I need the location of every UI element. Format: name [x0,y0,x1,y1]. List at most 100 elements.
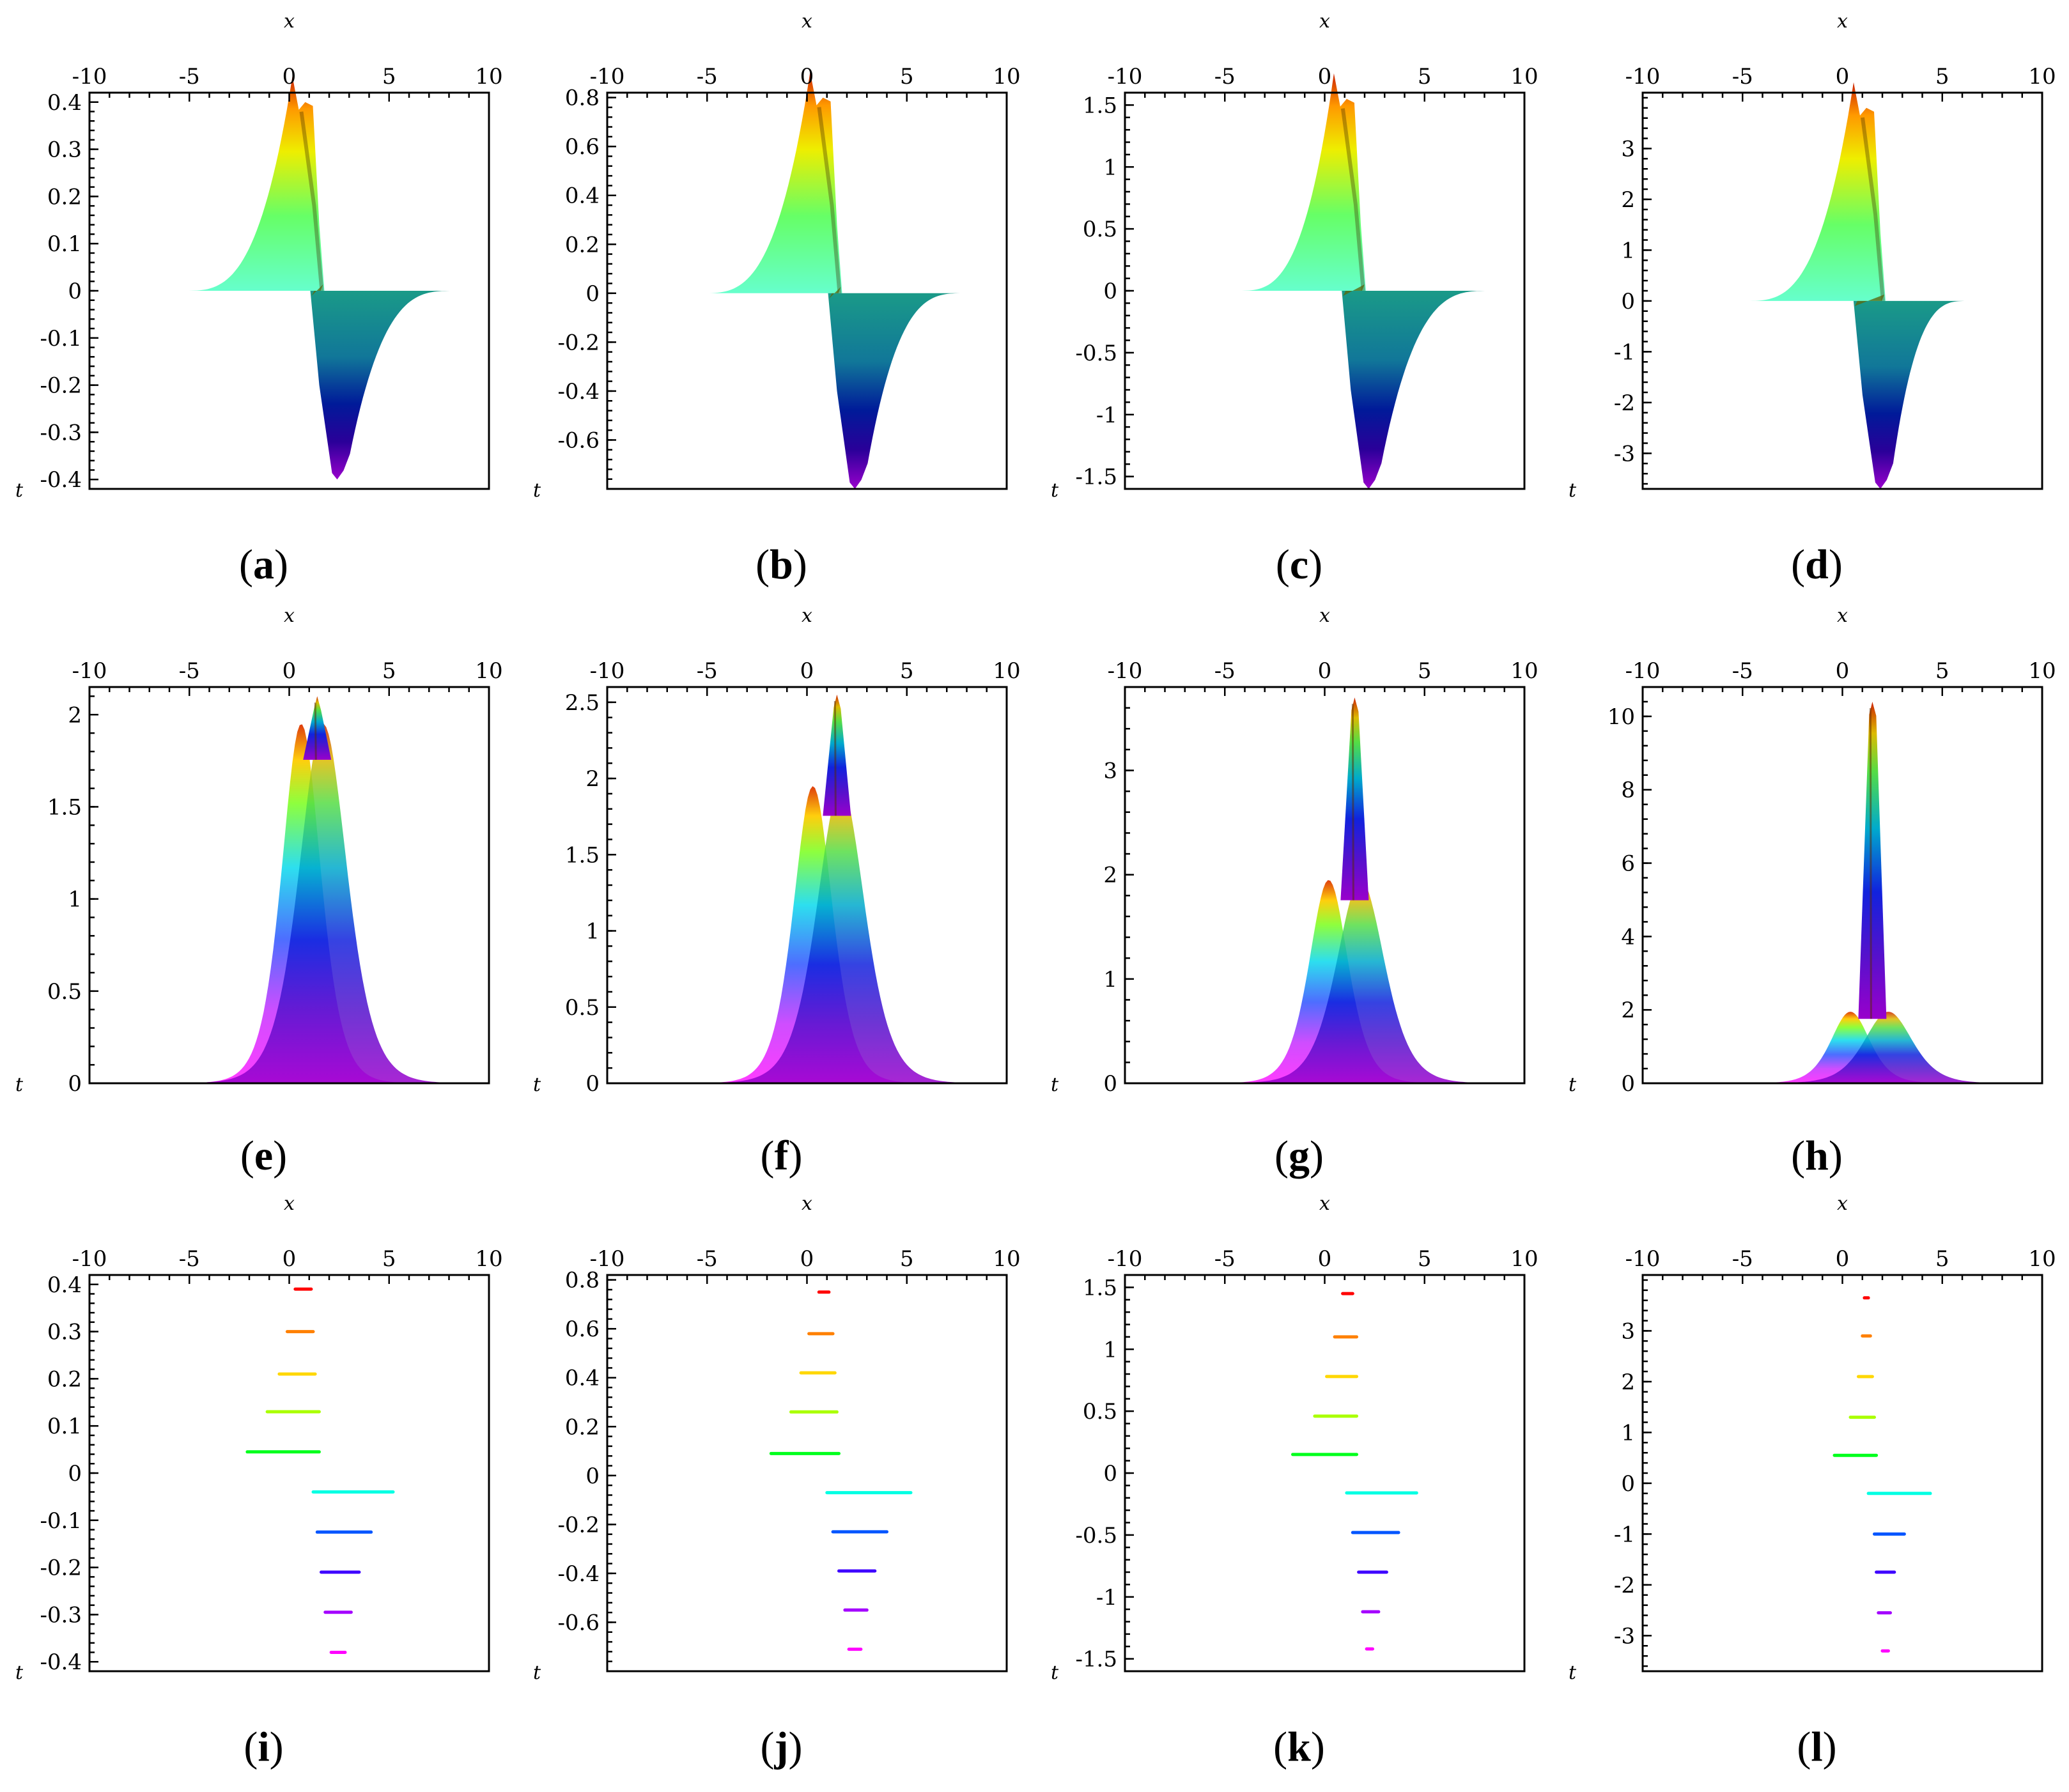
panel-g: -10 -5 0 5 10 x 0 1 2 3 t (g) [1051,605,1538,1179]
panel-g-caption: (g) [1275,1132,1324,1179]
panel-d-xtick-label: -10 [1625,64,1661,89]
panel-h-spike-edge [1869,707,1872,1019]
panel-h-surface [1762,701,1983,1083]
panel-d-ytick-label: 3 [1621,136,1635,162]
panel-a-xlabel: x [284,10,295,33]
panel-c-ytick-label: -0.5 [1075,341,1117,366]
panel-e-ylabel: t [15,1074,24,1096]
panel-h-xtick-label: 5 [1935,658,1949,684]
panel-i-ylabel: t [15,1662,24,1684]
panel-c-ytick-label: 1 [1103,155,1117,180]
panel-d-caption: (d) [1791,541,1843,588]
panel-a-ytick-label: -0.2 [40,373,82,399]
panel-f-ytick-label: 0.5 [565,995,600,1021]
panel-b-upper-wave [701,72,842,293]
panel-l-ytick-label: 0 [1621,1471,1635,1497]
panel-a-xtick-label: 5 [382,64,396,89]
panel-g-ytick-label: 3 [1103,759,1117,784]
panel-g-ytick-label: 0 [1103,1071,1117,1097]
panel-h-xtick-label: -10 [1625,658,1661,684]
panel-a-xtick-label: -10 [72,64,107,89]
panel-i-ytick-label: 0.3 [47,1320,82,1345]
panel-e-spike-edge [314,702,317,760]
panel-c-xtick-label: 0 [1318,64,1332,89]
panel-f-xlabel: x [802,605,812,627]
panel-f-ytick-label: 2 [585,766,600,792]
panel-g-spike [1340,697,1369,900]
panel-d-xlabel: x [1837,10,1848,33]
panel-e: -10 -5 0 5 10 x 0 0.5 1 1.5 2 t (e) [15,605,503,1179]
panel-j-ytick-label: 0 [585,1464,600,1489]
panel-d-ytick-label: -3 [1614,441,1635,467]
panel-j-xtick-label: 5 [900,1246,914,1272]
panel-h-caption: (h) [1791,1132,1843,1179]
panel-a-ytick-label: -0.1 [40,326,82,351]
panel-e-xtick-label: -5 [179,658,200,684]
panel-a-ytick-label: 0.2 [47,184,82,210]
panel-l-ytick-label: 2 [1621,1370,1635,1395]
panel-d-xtick-label: -5 [1732,64,1753,89]
panel-i-ytick-label: 0 [68,1461,82,1487]
panel-b-ytick-label: -0.2 [557,330,600,355]
panel-f-right-hump [687,786,977,1083]
panel-f-surface [687,694,977,1083]
panel-b-ylabel: t [533,479,541,502]
panel-c-junction [1343,284,1365,296]
panel-e-spike [303,696,332,760]
panel-c-lower-wave [1342,291,1491,489]
panel-k: -10 -5 0 5 10 x -1.5 -1 -0.5 0 0.5 1 1.5 t (k) [1051,1193,1538,1770]
panel-a-xtick-label: 0 [283,64,297,89]
panel-i-frame [88,1274,490,1672]
panel-c-upper-wave [1237,73,1366,291]
panel-l-ytick-label: 1 [1621,1420,1635,1446]
panel-l-frame [1641,1274,2043,1672]
panel-e-ytick-label: 2 [68,702,82,728]
panel-g-ytick-label: 2 [1103,863,1117,888]
panel-g-ytick-label: 1 [1103,967,1117,993]
panel-g-ylabel: t [1051,1074,1059,1096]
panel-h-ylabel: t [1569,1074,1577,1096]
panel-g-xtick-label: -10 [1108,658,1143,684]
panel-d-upper-wave [1744,82,1886,301]
panel-k-ytick-label: 1 [1103,1337,1117,1363]
panel-d-ytick-label: 1 [1621,238,1635,263]
panel-i-xtick-label: -5 [179,1246,200,1272]
panel-f-ylabel: t [533,1074,541,1096]
panel-c: -10 -5 0 5 10 x -1.5 -1 -0.5 0 0.5 1 1.5 t (c) [1051,10,1538,588]
panel-g-xtick-label: 5 [1418,658,1432,684]
panel-l-xlabel: x [1837,1193,1848,1215]
panel-l-xtick-label: 5 [1935,1246,1949,1272]
panel-h-xtick-label: 10 [2028,658,2056,684]
panel-k-xtick-label: 5 [1418,1246,1432,1272]
panel-j-caption: (j) [761,1724,803,1770]
panel-d-surface [1744,82,1969,489]
panel-d-xtick-label: 0 [1836,64,1850,89]
panel-b-xtick-label: 0 [800,64,814,89]
panel-f-spike [823,694,851,816]
panel-g-xtick-label: 0 [1318,658,1332,684]
panel-b-xtick-label: 5 [900,64,914,89]
panel-b-ytick-label: 0.2 [565,232,600,258]
panel-k-xtick-label: 10 [1510,1246,1538,1272]
panel-i-ytick-label: -0.4 [40,1649,82,1675]
panel-a-ytick-label: 0.1 [47,231,82,257]
panel-j-ytick-label: 0.2 [565,1414,600,1440]
panel-b-xlabel: x [802,10,812,33]
panel-a-ytick-label: 0.4 [47,90,82,116]
panel-l-xtick-label: 10 [2028,1246,2056,1272]
panel-a: -10 -5 0 5 10 x -0.4 -0.3 -0.2 -0.1 0 0.1 0.2 0.3 0.4 t… [15,10,503,588]
panel-f: -10 -5 0 5 10 x 0 0.5 1 1.5 2 2.5 t (f) [533,605,1021,1179]
panel-j-ytick-label: 0.8 [565,1268,600,1294]
panel-h-xtick-label: 0 [1836,658,1850,684]
panel-a-ytick-label: -0.4 [40,467,82,493]
panel-d-ylabel: t [1569,479,1577,502]
panel-j-surface [769,1290,913,1651]
panel-f-xtick-label: 0 [800,658,814,684]
panel-l-ytick-label: 3 [1621,1318,1635,1344]
panel-i-ytick-label: -0.3 [40,1602,82,1628]
panel-f-xtick-label: 5 [900,658,914,684]
panel-k-xtick-label: -5 [1214,1246,1236,1272]
panel-k-ytick-label: 0.5 [1083,1399,1117,1425]
panel-b-xtick-label: -5 [697,64,718,89]
